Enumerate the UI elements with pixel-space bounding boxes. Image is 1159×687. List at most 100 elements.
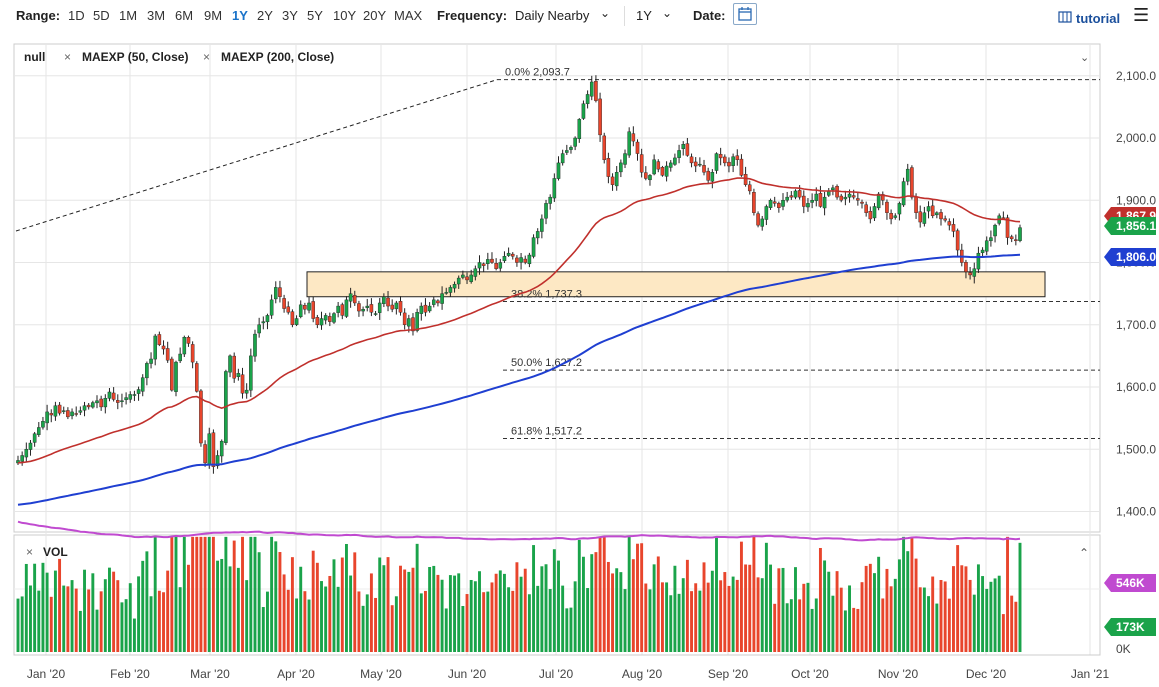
grid — [13, 43, 1101, 656]
close-icon[interactable]: × — [26, 545, 33, 559]
chevron-down-icon[interactable]: ⌄ — [600, 6, 611, 20]
range-5d[interactable]: 5D — [93, 8, 110, 23]
close-icon[interactable]: × — [64, 50, 71, 64]
volume-bar — [70, 580, 74, 652]
volume-bar — [719, 580, 723, 652]
frequency-select[interactable]: Daily Nearby — [515, 8, 590, 23]
candle — [290, 309, 295, 328]
candle — [627, 127, 631, 158]
range-9m[interactable]: 9M — [204, 8, 223, 23]
volume-bar — [843, 610, 847, 652]
calendar-icon[interactable] — [733, 3, 757, 25]
candle — [477, 255, 482, 275]
legend-ma200[interactable]: MAEXP (200, Close) — [221, 50, 334, 64]
volume-bar — [66, 586, 70, 652]
candle — [698, 157, 702, 167]
chevron-down-icon[interactable]: ⌄ — [1080, 52, 1089, 64]
range-6m[interactable]: 6M — [175, 8, 194, 23]
candle — [589, 75, 594, 101]
candle — [540, 214, 544, 239]
candle — [377, 298, 382, 320]
volume-bar — [394, 596, 398, 652]
axes: 2,100.02,000.01,900.01,800.01,700.01,600… — [27, 69, 1157, 681]
volume-bar — [399, 565, 402, 652]
candle — [448, 285, 453, 297]
candle — [610, 173, 615, 191]
candle — [203, 440, 207, 467]
volume-bar — [461, 606, 465, 652]
range-max[interactable]: MAX — [394, 8, 423, 23]
candle — [236, 368, 241, 381]
candle — [253, 329, 257, 362]
candle — [565, 144, 569, 156]
volume-bar — [303, 591, 307, 652]
candle — [980, 247, 985, 257]
x-tick-label: Jul '20 — [539, 667, 574, 681]
candle — [681, 141, 686, 156]
candle — [1001, 211, 1006, 220]
volume-bar — [565, 608, 569, 652]
range-3m[interactable]: 3M — [147, 8, 166, 23]
volume-bar — [182, 536, 186, 652]
candle — [402, 308, 407, 330]
volume-bar — [893, 578, 897, 652]
candle — [648, 174, 652, 186]
volume-bar — [681, 578, 685, 652]
range-20y[interactable]: 20Y — [363, 8, 387, 23]
svg-text:1,806.0: 1,806.0 — [1116, 250, 1156, 264]
y-tick-label: 1,700.0 — [1116, 318, 1156, 332]
range-1m[interactable]: 1M — [119, 8, 138, 23]
candle — [57, 402, 62, 416]
close-icon[interactable]: × — [203, 50, 210, 64]
range-label: Range: — [16, 8, 61, 23]
range-3y[interactable]: 3Y — [282, 8, 298, 23]
volume-bar — [877, 556, 881, 652]
chevron-down-icon[interactable]: ⌄ — [662, 6, 673, 20]
range-1d[interactable]: 1D — [68, 8, 85, 23]
volume-ma-line — [17, 520, 1021, 542]
candle — [444, 287, 449, 295]
tutorial-icon[interactable] — [1058, 11, 1072, 26]
volume-bar — [145, 551, 149, 652]
volume-bar — [873, 573, 876, 652]
svg-text:173K: 173K — [1116, 620, 1145, 634]
volume-bar — [282, 574, 286, 652]
menu-icon[interactable]: ☰ — [1133, 5, 1150, 25]
range-5y[interactable]: 5Y — [307, 8, 323, 23]
candle — [219, 439, 224, 463]
candle — [743, 166, 748, 187]
volume-bar — [187, 564, 190, 652]
volume-bar — [361, 605, 365, 652]
volume-bar — [677, 593, 681, 652]
range-10y[interactable]: 10Y — [333, 8, 357, 23]
legend-ma50[interactable]: MAEXP (50, Close) — [82, 50, 188, 64]
volume-bar — [37, 590, 41, 652]
candle — [727, 157, 731, 173]
y-tick-label: 1,600.0 — [1116, 380, 1156, 394]
volume-bar — [353, 552, 357, 652]
candle — [32, 431, 37, 447]
x-tick-label: Aug '20 — [622, 667, 663, 681]
volume-bar — [773, 603, 777, 652]
candle — [731, 153, 735, 173]
chevron-up-icon[interactable]: ⌃ — [1079, 546, 1089, 560]
volume-bar — [191, 536, 195, 652]
x-tick-label: Oct '20 — [791, 667, 829, 681]
candle — [228, 354, 232, 378]
volume-bar — [266, 591, 269, 652]
candle — [261, 316, 266, 330]
period-select[interactable]: 1Y — [636, 8, 652, 23]
candle — [82, 401, 87, 417]
candle — [74, 406, 78, 417]
range-1y[interactable]: 1Y — [232, 8, 248, 23]
range-2y[interactable]: 2Y — [257, 8, 273, 23]
volume-bar — [20, 596, 24, 652]
svg-text:1,856.1: 1,856.1 — [1116, 219, 1156, 233]
volume-bar — [910, 536, 914, 652]
volume-bar — [270, 536, 274, 652]
x-tick-label: Dec '20 — [966, 667, 1007, 681]
volume-bar — [748, 564, 752, 652]
volume-bar — [523, 568, 527, 652]
volume-bar — [602, 536, 606, 652]
tutorial-link[interactable]: tutorial — [1076, 11, 1121, 26]
